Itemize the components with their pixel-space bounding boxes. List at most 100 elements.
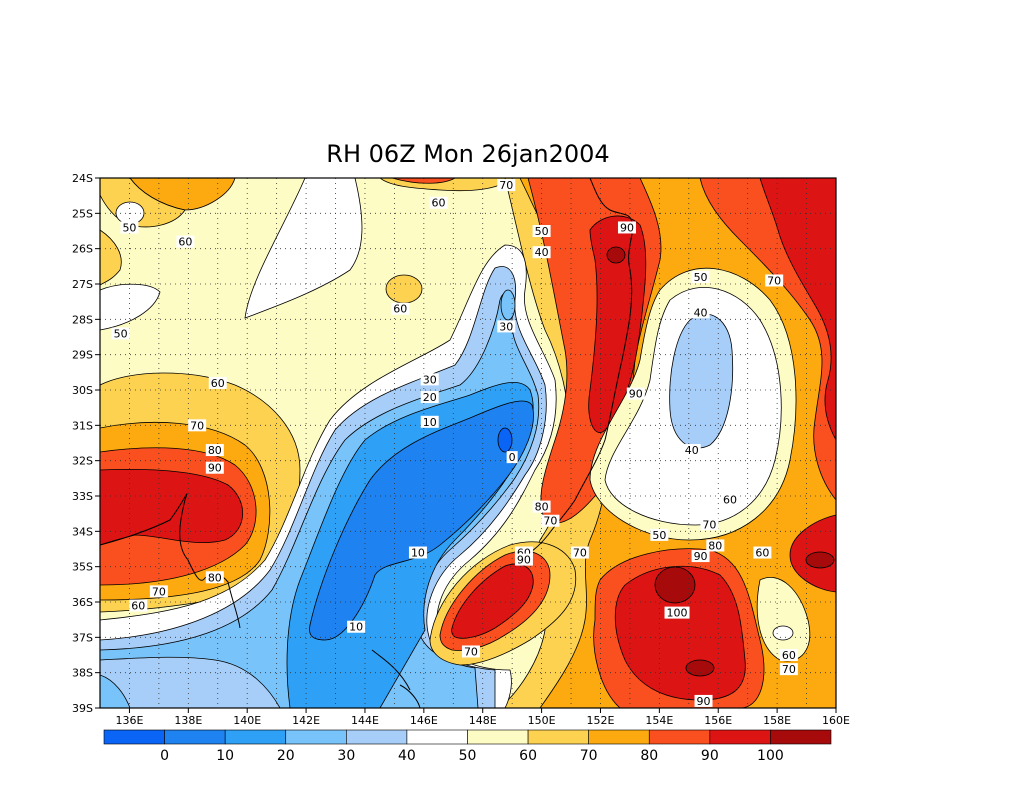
contour-label-bg bbox=[779, 663, 798, 676]
contour-label-bg bbox=[208, 376, 227, 389]
contour-label: 50 bbox=[535, 225, 549, 238]
contour-label-bg bbox=[129, 599, 148, 612]
contour-label: 100 bbox=[667, 607, 688, 620]
contour-label: 60 bbox=[178, 236, 192, 249]
map-grid bbox=[100, 178, 836, 708]
contour-label-bg bbox=[420, 415, 439, 428]
contour-label: 70 bbox=[782, 663, 796, 676]
contour-label: 60 bbox=[211, 377, 225, 390]
contour-label-bg bbox=[626, 387, 645, 400]
x-tick-label: 136E bbox=[115, 714, 143, 727]
colorbar-swatch bbox=[648, 729, 711, 745]
contour-label-bg bbox=[570, 546, 589, 559]
colorbar-swatch bbox=[346, 729, 408, 745]
moist-core-east bbox=[606, 246, 626, 264]
contour-label: 90 bbox=[620, 221, 634, 234]
contour-label-bg bbox=[691, 270, 710, 283]
contour-label: 80 bbox=[708, 539, 722, 552]
contour-label: 60 bbox=[755, 547, 769, 560]
contour-label-bg bbox=[188, 419, 207, 432]
colorbar-swatch bbox=[224, 729, 287, 745]
contour-label: 40 bbox=[535, 246, 549, 259]
contour-label: 90 bbox=[694, 550, 708, 563]
y-tick-label: 27S bbox=[72, 278, 93, 291]
colorbar-swatch bbox=[527, 729, 589, 745]
x-tick-label: 150E bbox=[528, 714, 556, 727]
dry-region-southwest bbox=[100, 656, 281, 708]
contour-label-bg bbox=[650, 528, 669, 541]
moist-core-southeast-2 bbox=[685, 659, 715, 677]
contour-label-bg bbox=[205, 571, 224, 584]
colorbar-swatch bbox=[588, 729, 650, 745]
contour-label-bg bbox=[506, 451, 518, 464]
contour-label-bg bbox=[420, 373, 439, 386]
colorbar-label: 90 bbox=[701, 748, 719, 764]
contour-label: 90 bbox=[517, 554, 531, 567]
contour-label: 60 bbox=[782, 649, 796, 662]
x-tick-label: 146E bbox=[410, 714, 438, 727]
contour-label: 60 bbox=[723, 494, 737, 507]
contour-label: 70 bbox=[702, 518, 716, 531]
x-tick-label: 144E bbox=[351, 714, 379, 727]
contour-label-bg bbox=[532, 246, 551, 259]
contour-label: 30 bbox=[423, 373, 437, 386]
y-tick-label: 36S bbox=[72, 596, 93, 609]
colorbar-swatch bbox=[406, 729, 468, 745]
x-tick-label: 148E bbox=[469, 714, 497, 727]
y-tick-label: 30S bbox=[72, 384, 93, 397]
dry-pocket-west bbox=[100, 283, 161, 331]
contour-label: 80 bbox=[208, 571, 222, 584]
plot-frame bbox=[99, 177, 837, 709]
contour-label: 0 bbox=[509, 451, 516, 464]
contour-label: 50 bbox=[694, 271, 708, 284]
contour-label-bg bbox=[682, 444, 701, 457]
y-tick-label: 25S bbox=[72, 207, 93, 220]
colorbar-swatch bbox=[709, 729, 771, 745]
dry-pocket-southeast bbox=[756, 577, 810, 662]
contour-label-bg bbox=[429, 196, 448, 209]
contour-label: 80 bbox=[208, 444, 222, 457]
contour-label-bg bbox=[706, 539, 725, 552]
moist-core-east-edge bbox=[805, 551, 835, 569]
contour-label: 60 bbox=[131, 600, 145, 613]
colorbar-label: 0 bbox=[160, 748, 169, 764]
contour-label: 40 bbox=[694, 306, 708, 319]
contour-label-bg bbox=[700, 518, 719, 531]
contour-label-bg bbox=[532, 225, 551, 237]
contour-label: 80 bbox=[535, 501, 549, 514]
contour-label-bg bbox=[721, 493, 740, 506]
contour-label-bg bbox=[408, 546, 427, 559]
x-tick-label: 142E bbox=[292, 714, 320, 727]
colorbar-label: 40 bbox=[398, 748, 416, 764]
contour-label: 40 bbox=[685, 444, 699, 457]
contour-label-bg bbox=[779, 649, 798, 661]
x-tick-label: 138E bbox=[174, 714, 202, 727]
colorbar-label: 30 bbox=[337, 748, 355, 764]
x-tick-label: 156E bbox=[704, 714, 732, 727]
x-tick-label: 160E bbox=[822, 714, 850, 727]
contour-label: 70 bbox=[767, 274, 781, 287]
colorbar-swatch bbox=[164, 729, 226, 745]
contour-label: 10 bbox=[349, 621, 363, 634]
chart-title: RH 06Z Mon 26jan2004 bbox=[326, 140, 610, 168]
contour-label-bg bbox=[765, 274, 784, 287]
contour-label: 90 bbox=[208, 462, 222, 475]
x-tick-label: 158E bbox=[763, 714, 791, 727]
dry-slot-10 bbox=[309, 400, 534, 641]
contour-label: 10 bbox=[423, 416, 437, 429]
colorbar: 0 10 20 30 40 50 60 70 80 90 100 bbox=[103, 729, 832, 764]
x-tick-label: 154E bbox=[645, 714, 673, 727]
y-tick-label: 32S bbox=[72, 455, 93, 468]
contour-label: 50 bbox=[122, 221, 136, 234]
y-tick-label: 26S bbox=[72, 243, 93, 256]
contour-label-bg bbox=[691, 550, 710, 563]
coastline bbox=[100, 178, 634, 708]
contour-label-bg bbox=[532, 500, 551, 513]
contour-label: 70 bbox=[499, 179, 513, 192]
dry-pocket-north bbox=[500, 289, 516, 321]
contour-label-bg bbox=[497, 320, 516, 333]
contour-label: 50 bbox=[114, 327, 128, 340]
y-axis-ticks: 24S 25S 26S 27S 28S 29S 30S 31S 32S 33S 34S 35S 36S 3… bbox=[72, 172, 100, 715]
contour-label-bg bbox=[149, 585, 168, 598]
